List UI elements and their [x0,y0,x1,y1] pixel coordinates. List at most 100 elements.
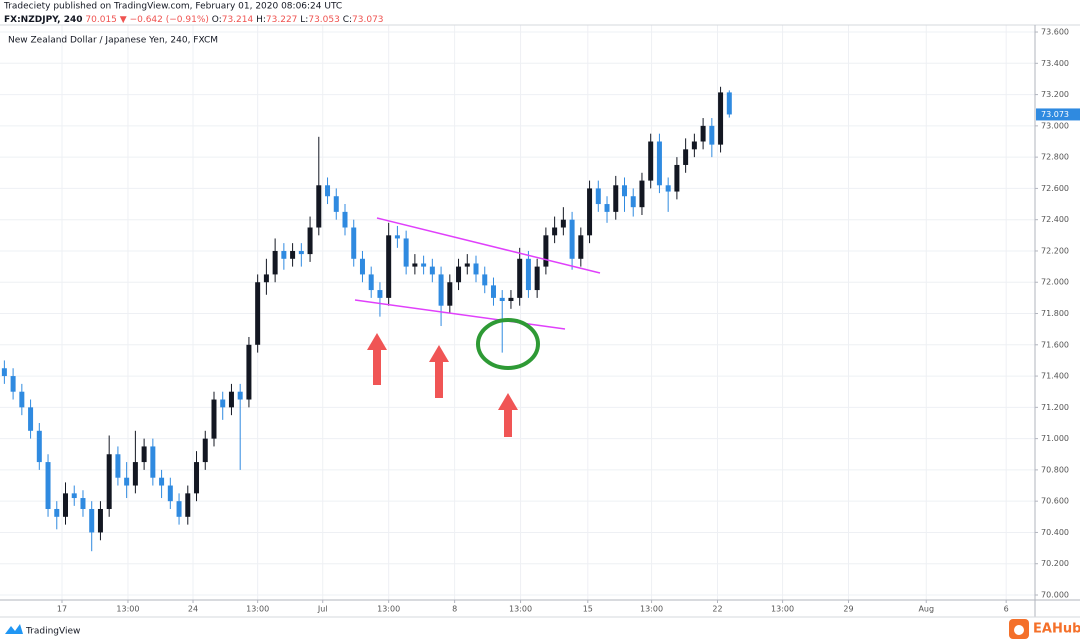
wick-highlight [476,318,540,370]
candle-body [290,250,296,259]
y-tick-label: 70.200 [1041,559,1069,568]
x-tick-label: 13:00 [771,605,794,614]
change: ▼ −0.642 (−0.91%) [120,15,209,25]
candle-body [587,188,593,236]
candle-body [281,250,287,259]
candle-body [412,263,418,267]
candle-body [333,196,339,212]
candle-body [1,368,7,377]
candle-body [403,238,409,267]
candle-body [691,141,697,150]
candle-body [368,274,374,291]
open-value: 73.214 [222,15,254,25]
x-tick-label: 13:00 [640,605,663,614]
candle-body [490,285,496,298]
candle-body [115,454,121,478]
candle-body [595,188,601,205]
y-tick-label: 70.400 [1041,528,1069,537]
candle-body [141,446,147,463]
x-tick-label: 13:00 [246,605,269,614]
y-tick-label: 70.800 [1041,465,1069,474]
x-tick-label: Aug [918,605,934,614]
arrow [429,345,449,398]
y-tick-label: 73.400 [1041,59,1069,68]
candle-body [263,274,269,283]
candle-body [517,258,523,298]
candle-body [316,185,322,228]
candle-body [176,501,182,517]
chart-title: New Zealand Dollar / Japanese Yen, 240, … [8,36,218,46]
candle-body [473,263,479,275]
annotations [354,217,601,437]
last-price-label: 73.073 [1041,110,1069,119]
candle-body [10,376,16,392]
x-tick-label: 24 [188,605,198,614]
candle-body [97,508,103,533]
watermark: EAHub [1033,622,1080,637]
arrow [367,333,387,385]
candle-body [185,493,191,517]
last-price: 70.015 [85,15,117,25]
candle-body [621,185,627,197]
y-tick-label: 72.600 [1041,184,1069,193]
open-label: O: [212,15,222,25]
candle-body [552,227,558,236]
candle-body [255,282,261,345]
candle-body [124,477,130,486]
candle-body [36,430,42,463]
y-tick-label: 71.000 [1041,434,1069,443]
candle-body [456,266,462,283]
candle-body [342,211,348,228]
candle-body [543,235,549,267]
y-tick-label: 70.600 [1041,497,1069,506]
candle-body [718,92,724,145]
candle-body [560,219,566,228]
candle-body [569,219,575,259]
high-value: 73.227 [266,15,298,25]
candle-body [578,235,584,259]
y-tick-label: 70.000 [1041,590,1069,599]
candles [1,86,732,552]
watermark-icon-face [1014,625,1024,635]
candle-body [508,297,514,302]
y-tick-label: 72.800 [1041,153,1069,162]
low-label: L: [300,15,308,25]
candle-body [106,454,112,509]
x-tick-label: 17 [57,605,67,614]
last-price-box [1036,108,1080,121]
candle-body [359,258,365,275]
x-tick-label: 6 [1004,605,1009,614]
candle-body [656,141,662,186]
candle-body [71,493,77,499]
candle-body [63,493,69,517]
candle-body [54,508,60,517]
candle-body [220,399,226,408]
candle-body [80,498,86,509]
candle-body [167,485,173,502]
candle-body [150,446,156,478]
candle-body [386,235,392,298]
candle-body [394,235,400,239]
grid [0,25,1035,600]
candle-body [211,399,217,439]
candle-body [604,204,610,212]
candle-body [159,477,165,486]
candle-body [499,297,505,302]
candle-body [246,344,252,400]
close-label: C: [343,15,352,25]
support-line [354,299,566,330]
candle-body [648,141,654,181]
high-label: H: [256,15,266,25]
candle-body [272,250,278,275]
y-tick-label: 71.600 [1041,340,1069,349]
x-tick-label: 22 [712,605,722,614]
y-tick-label: 73.000 [1041,121,1069,130]
y-tick-label: 72.200 [1041,246,1069,255]
candle-body [525,258,531,291]
x-tick-label: 13:00 [377,605,400,614]
y-tick-label: 73.600 [1041,28,1069,37]
y-tick-label: 72.000 [1041,278,1069,287]
y-tick-label: 71.400 [1041,372,1069,381]
